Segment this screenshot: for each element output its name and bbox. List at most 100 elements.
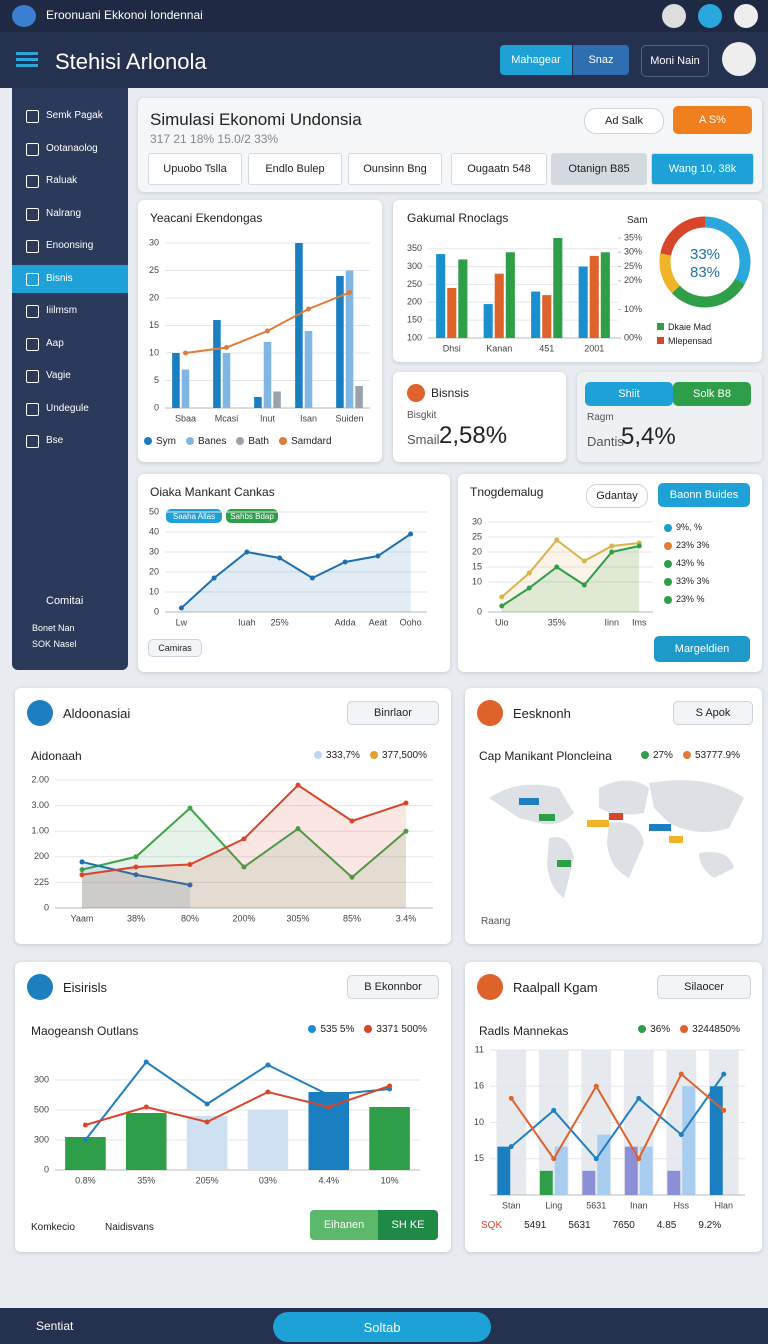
legend-item: 535 5% — [308, 1024, 354, 1035]
legend-dot — [682, 751, 691, 760]
legend-dot — [144, 437, 152, 446]
footer-button[interactable]: Camiras — [148, 639, 202, 657]
summary-tab[interactable]: Ougaatn 548 — [451, 153, 547, 185]
chart-button[interactable]: Baonn Buides — [658, 483, 750, 507]
nav-icon — [26, 272, 39, 286]
nav-item[interactable]: Raluak — [12, 167, 128, 195]
header-button[interactable]: Mahagear — [500, 45, 572, 75]
nav-label: Nalrang — [46, 207, 82, 219]
legend-text: 27% — [652, 750, 673, 761]
chart-button[interactable]: Binrlaor — [347, 701, 439, 725]
stat-value: 5,4% — [621, 423, 676, 450]
nav-item[interactable]: Vagie — [12, 362, 128, 390]
nav-icon — [26, 142, 39, 156]
summary-tab[interactable]: Endlo Bulep — [248, 153, 342, 185]
nav-item[interactable]: Nalrang — [12, 200, 128, 228]
menu-icon[interactable] — [16, 52, 38, 55]
nav-footer[interactable]: SOK Nasel — [32, 639, 77, 649]
tag[interactable]: Saaha Allas — [166, 509, 222, 523]
legend-item: 36% — [638, 1024, 670, 1035]
legend-text: 43% % — [676, 558, 705, 568]
avatar[interactable] — [662, 4, 686, 28]
chart-card: Aldoonasiai Binrlaor Aidonaah 333,7% 377,… — [15, 688, 451, 944]
legend: 27% 53777.9% — [640, 750, 750, 761]
chart-button[interactable]: Gdantay — [586, 484, 648, 508]
summary-button[interactable]: Ad Salk — [584, 108, 664, 134]
nav-label: Enoonsing — [46, 240, 94, 251]
legend: Dkaie Mad Mlepensad — [657, 320, 712, 348]
legend-dot — [186, 437, 194, 446]
nav-item[interactable]: Bse — [12, 427, 128, 455]
footer-button[interactable]: Eihanen — [310, 1210, 378, 1240]
chart-title: Oiaka Mankant Cankas — [150, 485, 275, 499]
footer-item: 5631 — [568, 1220, 591, 1231]
legend-dot — [664, 541, 672, 550]
chart-title: Aldoonasiai — [63, 706, 131, 721]
legend-text: 377,500% — [381, 750, 427, 761]
legend: Sym Banes Bath Samdard — [144, 436, 342, 447]
summary-tab[interactable]: Ounsinn Bng — [348, 153, 442, 185]
header: Stehisi Arlonola Mahagear Snaz Moni Nain — [0, 32, 768, 88]
footer-item: SQK — [481, 1220, 503, 1231]
chart-button[interactable]: Silaocer — [657, 975, 751, 999]
avatar[interactable] — [722, 42, 756, 76]
legend: 36% 3244850% — [638, 1024, 750, 1035]
summary-tab[interactable]: Otanign B85 — [551, 153, 647, 185]
bottom-button[interactable]: Soltab — [273, 1312, 491, 1342]
header-button[interactable]: Snaz — [573, 45, 629, 75]
nav-footer[interactable]: Comitai — [46, 595, 84, 607]
footer-label: Komkecio — [31, 1222, 75, 1233]
chart-button[interactable]: B Ekonnbor — [347, 975, 439, 999]
pie-label: Sam — [627, 215, 648, 226]
chart-card: Gakumal Rnoclags Sam Dkaie Mad Mlepensad — [393, 200, 762, 362]
map-footer: Raang — [481, 916, 511, 927]
legend-text: 9%, % — [676, 522, 703, 532]
bottom-left[interactable]: Sentiat — [36, 1319, 74, 1333]
topbar: Eroonuani Ekkonoi Iondennai — [0, 0, 768, 32]
nav-item[interactable]: Aap — [12, 330, 128, 358]
chart-card: Oiaka Mankant Cankas Saaha Allas Sahbs B… — [138, 474, 450, 672]
chart-subtitle: Maogeansh Outlans — [31, 1024, 139, 1038]
legend-item: 9%, % — [664, 518, 710, 536]
icon — [407, 384, 425, 402]
chart-button[interactable]: Margeldien — [654, 636, 750, 662]
stat-tab[interactable]: Solk B8 — [673, 382, 751, 406]
legend-text: Banes — [198, 436, 227, 447]
legend-item: 23% 3% — [664, 536, 710, 554]
nav-item[interactable]: Enoonsing — [12, 232, 128, 260]
avatar[interactable] — [734, 4, 758, 28]
legend-text: 3371 500% — [376, 1024, 427, 1035]
nav-footer[interactable]: Bonet Nan — [32, 623, 75, 633]
summary-button[interactable]: A S% — [673, 106, 752, 134]
legend-dot — [664, 577, 672, 586]
nav-label: Bse — [46, 435, 64, 446]
summary-subtitle: 317 21 18% 15.0/2 33% — [150, 132, 279, 146]
chart-title: Tnogdemalug — [470, 485, 544, 499]
nav-item[interactable]: Iiilmsm — [12, 297, 128, 325]
nav-item[interactable]: Semk Pagak — [12, 102, 128, 130]
footer-label: Naidisvans — [105, 1222, 154, 1233]
legend-item: 33% 3% — [664, 572, 710, 590]
footer-button[interactable]: SH KE — [378, 1210, 438, 1240]
header-button[interactable]: Moni Nain — [641, 45, 709, 77]
map-subtitle: Cap Manikant Ploncleina — [479, 749, 612, 763]
nav-icon — [26, 337, 39, 351]
nav-item[interactable]: Ootanaolog — [12, 135, 128, 163]
nav-label: Ootanaolog — [46, 142, 98, 154]
avatar[interactable] — [698, 4, 722, 28]
brand: Stehisi Arlonola — [55, 49, 207, 74]
nav-icon — [26, 305, 39, 318]
stat-tab[interactable]: Shiit — [585, 382, 673, 406]
summary-tab[interactable]: Wang 10, 38k — [651, 153, 754, 185]
chart-card: Yeacani Ekendongas Sym Banes Bath Samdard — [138, 200, 382, 462]
legend-item: Mlepensad — [657, 334, 712, 348]
nav-item[interactable]: Bisnis — [12, 264, 128, 293]
map-button[interactable]: S Apok — [673, 701, 753, 725]
tag[interactable]: Sahbs Bdap — [226, 509, 278, 523]
nav-item[interactable]: Undegule — [12, 395, 128, 423]
nav-label: Bisnis — [46, 272, 73, 284]
legend-item: 3371 500% — [364, 1024, 427, 1035]
nav-label: Undegule — [46, 402, 89, 414]
summary-card: Simulasi Ekonomi Undonsia 317 21 18% 15.… — [138, 98, 762, 192]
summary-tab[interactable]: Upuobo Tslla — [148, 153, 242, 185]
